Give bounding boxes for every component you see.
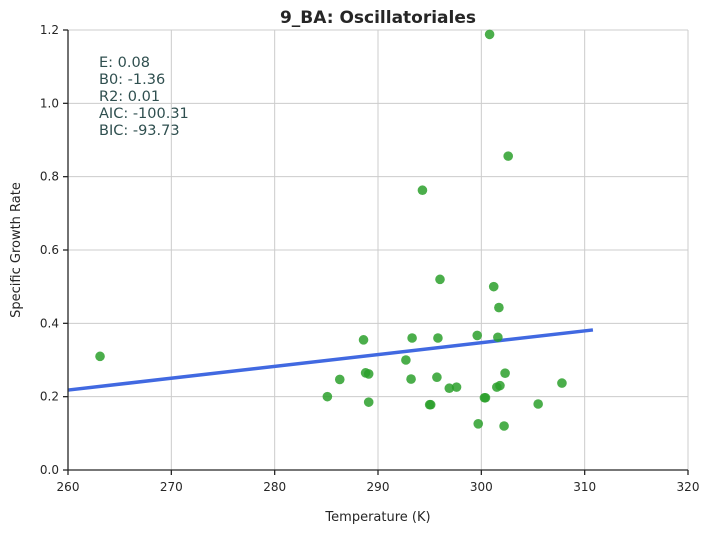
data-point — [495, 380, 505, 391]
x-tick-label: 320 — [677, 480, 700, 494]
data-point — [444, 383, 455, 394]
data-point — [435, 274, 445, 285]
annotation-b0: B0: -1.36 — [99, 72, 165, 88]
data-point — [557, 378, 567, 388]
data-point — [334, 374, 345, 385]
data-point — [358, 335, 369, 345]
x-tick-label: 260 — [57, 480, 80, 494]
data-point — [480, 392, 491, 403]
data-point — [432, 372, 442, 383]
y-tick-label: 0.0 — [40, 463, 59, 477]
data-point — [417, 185, 428, 196]
x-tick-label: 270 — [160, 480, 183, 494]
data-point — [500, 368, 510, 379]
data-point — [363, 397, 374, 407]
y-tick-label: 1.2 — [40, 23, 59, 37]
x-tick-label: 310 — [573, 480, 596, 494]
y-tick-label: 1.0 — [40, 96, 59, 110]
data-point — [406, 374, 416, 384]
y-tick-labels: 0.0 0.2 0.4 0.6 0.8 1.0 1.2 — [40, 23, 59, 477]
x-tick-label: 280 — [263, 480, 286, 494]
data-point — [322, 391, 333, 402]
axes — [63, 29, 689, 475]
y-axis-label: Specific Growth Rate — [9, 182, 24, 318]
data-point — [363, 369, 374, 379]
data-point — [451, 382, 462, 392]
y-tick-label: 0.2 — [40, 390, 59, 404]
x-tick-label: 290 — [367, 480, 390, 494]
data-point — [407, 333, 417, 343]
annotation-bic: BIC: -93.73 — [99, 123, 180, 139]
x-tick-label: 300 — [470, 480, 493, 494]
y-tick-label: 0.6 — [40, 243, 59, 257]
annotation-e: E: 0.08 — [99, 55, 150, 71]
data-point — [488, 281, 499, 292]
data-point — [484, 29, 495, 40]
y-tick-label: 0.8 — [40, 170, 59, 184]
data-point — [503, 151, 513, 161]
data-point — [493, 332, 503, 343]
data-point — [425, 399, 436, 410]
data-point — [533, 399, 543, 409]
x-axis-label: Temperature (K) — [324, 510, 430, 525]
data-point — [401, 355, 411, 365]
x-tick-labels: 260 270 280 290 300 310 320 — [57, 480, 700, 494]
data-point — [433, 333, 443, 343]
fit-statistics: E: 0.08 B0: -1.36 R2: 0.01 AIC: -100.31 … — [99, 55, 189, 139]
data-point — [95, 351, 105, 362]
annotation-r2: R2: 0.01 — [99, 89, 160, 105]
data-point — [472, 330, 483, 341]
chart-title: 9_BA: Oscillatoriales — [280, 8, 476, 28]
points-layer — [95, 29, 567, 431]
fit-line — [67, 328, 594, 392]
y-tick-label: 0.4 — [40, 316, 59, 330]
grid — [67, 29, 689, 471]
data-point — [473, 419, 484, 429]
annotation-aic: AIC: -100.31 — [99, 106, 189, 122]
data-point — [494, 302, 504, 313]
data-point — [499, 421, 509, 431]
fit-layer — [67, 328, 594, 392]
